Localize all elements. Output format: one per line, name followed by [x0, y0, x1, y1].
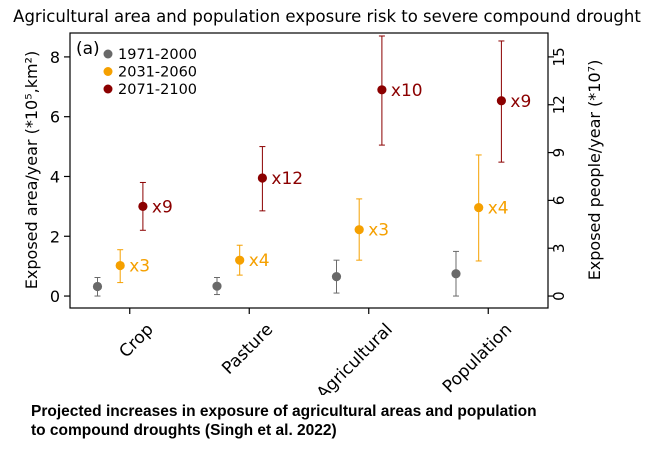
panel-label: (a) [76, 39, 100, 59]
ratio-label: x4 [488, 199, 509, 219]
data-point [474, 202, 484, 213]
data-point [496, 96, 506, 106]
y-tick-label: 2 [50, 227, 60, 246]
ratio-label: x3 [129, 257, 150, 277]
legend-label: 1971-2000 [118, 47, 197, 63]
legend-label: 2031-2060 [118, 65, 197, 81]
y2-tick-label: 15 [550, 47, 568, 66]
ratio-label: x4 [249, 251, 270, 271]
data-point [331, 272, 342, 282]
y2-tick-label: 12 [550, 95, 568, 114]
plot-frame [69, 32, 549, 309]
ratio-label: x9 [510, 92, 531, 112]
data-point [257, 173, 267, 183]
x-tick-label: Pasture [218, 320, 277, 379]
data-point [115, 260, 125, 271]
y-axis-label: Exposed area/year (*10⁵,km²) [22, 51, 41, 289]
x-tick-label: Crop [115, 320, 157, 362]
data-point [451, 269, 461, 279]
legend-label: 2071-2100 [118, 82, 197, 98]
data-point [212, 281, 222, 291]
y2-axis-label: Exposed people/year (*10⁷) [585, 60, 604, 281]
y-tick-label: 8 [50, 48, 60, 67]
ratio-label: x12 [271, 169, 303, 189]
y2-tick-label: 9 [550, 148, 568, 158]
ratio-label: x3 [368, 221, 389, 241]
y2-tick-label: 6 [550, 196, 568, 206]
data-point [377, 85, 387, 95]
chart-title: Agricultural area and population exposur… [13, 7, 641, 26]
y2-tick-label: 3 [550, 243, 568, 253]
legend-marker [103, 49, 113, 59]
caption-line-2: to compound droughts (Singh et al. 2022) [31, 422, 337, 439]
x-tick-label: Population [439, 320, 516, 395]
y-tick-label: 4 [50, 167, 60, 186]
caption-line-1: Projected increases in exposure of agric… [31, 403, 537, 420]
y-tick-label: 6 [50, 108, 60, 127]
data-point [138, 201, 148, 211]
legend-marker [103, 84, 113, 94]
data-point [354, 225, 364, 235]
y2-tick-label: 0 [550, 291, 568, 301]
data-point [235, 255, 245, 265]
figure-caption: Projected increases in exposure of agric… [31, 402, 641, 440]
ratio-label: x10 [391, 81, 423, 101]
y-tick-label: 0 [50, 287, 60, 306]
x-tick-label: Agricultural [313, 320, 397, 395]
data-point [92, 281, 103, 292]
legend-marker [103, 67, 113, 76]
ratio-label: x9 [152, 197, 173, 217]
chart: Agricultural area and population exposur… [13, 7, 641, 395]
